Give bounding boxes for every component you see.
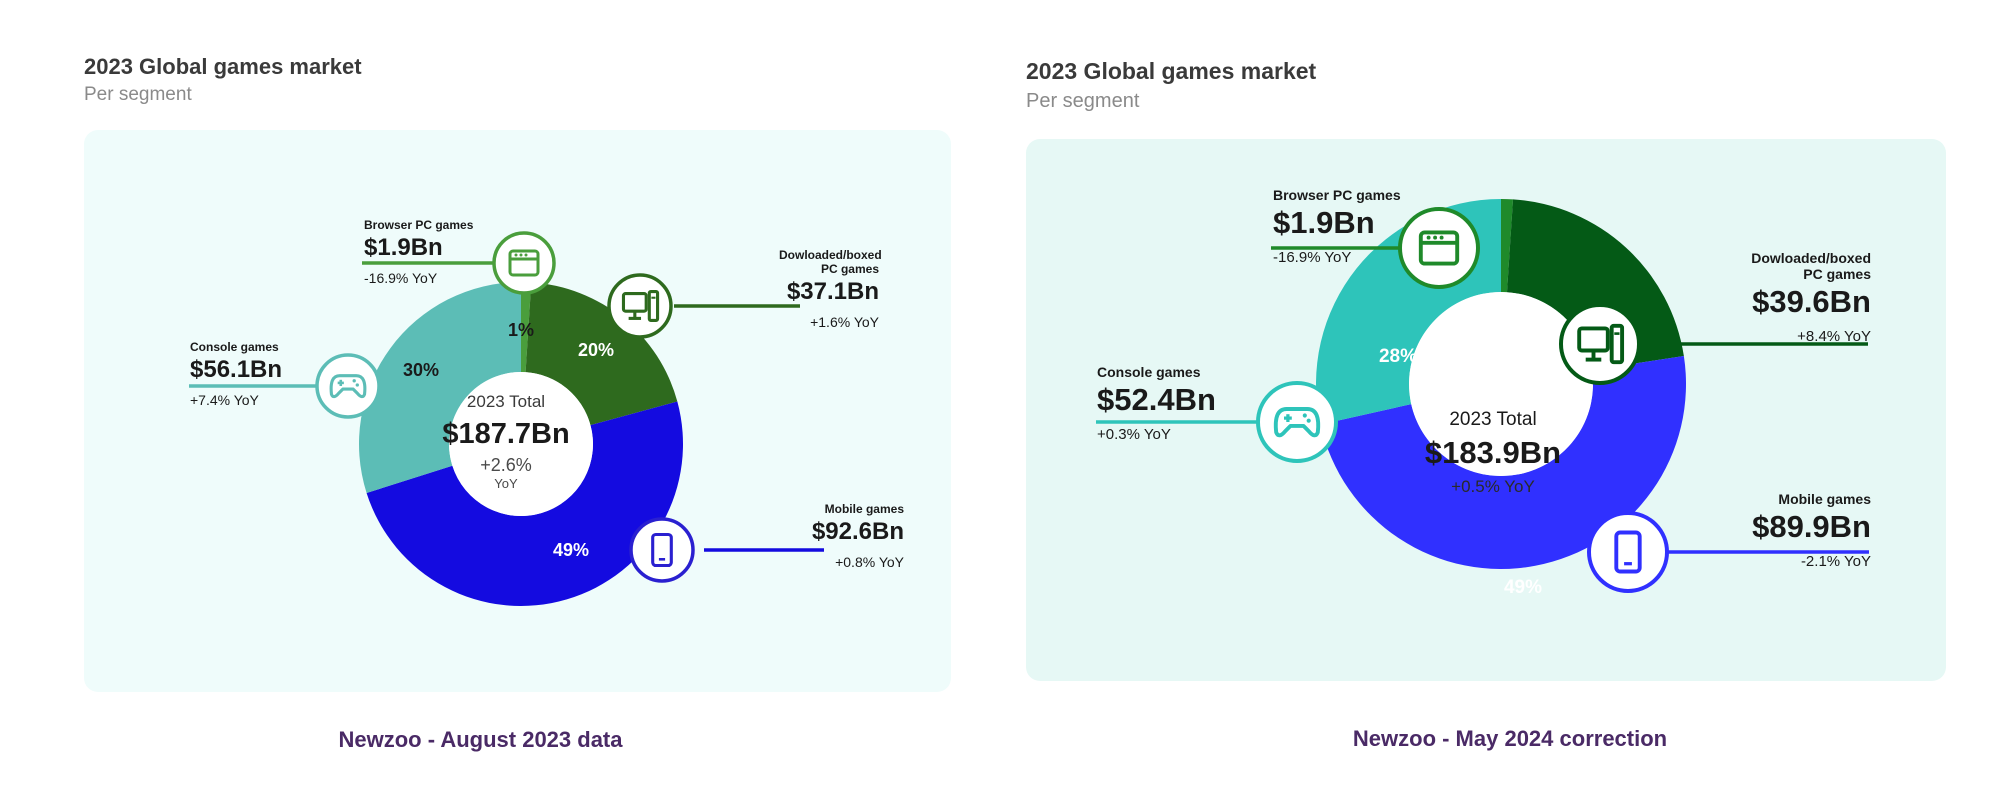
segment-yoy: +0.8% YoY <box>835 554 904 570</box>
pct-label-downloaded: 20% <box>578 340 614 360</box>
segment-value: $52.4Bn <box>1097 382 1216 417</box>
total-yoy: +0.5% YoY <box>1451 477 1535 496</box>
mobile-label: Mobile games $92.6Bn +0.8% YoY <box>724 502 904 570</box>
panel-august-2023: 2023 Global games market Per segment 1% 2… <box>84 54 951 752</box>
console-label: Console games $52.4Bn +0.3% YoY <box>1097 364 1216 443</box>
total-value: $187.7Bn <box>442 418 570 450</box>
donut-center: 2023 Total $183.9Bn +0.5% YoY <box>1408 409 1578 497</box>
segment-yoy: +7.4% YoY <box>190 392 259 408</box>
segment-yoy: +8.4% YoY <box>1797 328 1871 345</box>
browser-label: Browser PC games $1.9Bn -16.9% YoY <box>364 218 473 286</box>
pct-label-console: 28% <box>1379 346 1417 367</box>
slice-mobile <box>1320 355 1686 569</box>
segment-value: $56.1Bn <box>190 356 283 383</box>
panel-may-2024: 2023 Global games market Per segment 1% 2… <box>1000 0 2000 800</box>
segment-yoy: -16.9% YoY <box>364 270 438 286</box>
pct-label-browser: 1% <box>1487 304 1515 325</box>
segment-value: $1.9Bn <box>1273 205 1375 240</box>
segment-name: Dowloaded/boxed PC games <box>1751 250 1871 282</box>
panel-title: 2023 Global games market <box>1026 58 1317 84</box>
segment-value: $89.9Bn <box>1752 509 1871 544</box>
console-icon <box>315 353 381 419</box>
slice-browser <box>521 282 532 373</box>
mobile-icon <box>1587 511 1669 593</box>
segment-value: $92.6Bn <box>811 518 904 545</box>
donut-hole <box>449 372 593 516</box>
pct-label-mobile: 49% <box>553 540 589 560</box>
browser-icon <box>492 231 556 295</box>
slice-mobile <box>366 401 683 606</box>
mobile-label: Mobile games $89.9Bn -2.1% YoY <box>1691 491 1871 570</box>
chart-card: 1%22%49%28% Browser PC games $1.9Bn -16.… <box>1026 139 1946 681</box>
segment-name: Browser PC games <box>1273 187 1401 203</box>
donut-chart: 1%22%49%28% <box>1096 199 1869 598</box>
total-title: 2023 Total <box>466 392 546 411</box>
mobile-icon <box>629 517 695 583</box>
downloaded-label: Dowloaded/boxed PC games $37.1Bn +1.6% Y… <box>684 248 882 330</box>
downloaded-icon <box>1559 303 1641 385</box>
pct-label-browser: 1% <box>508 320 534 340</box>
total-yoy-unit: YoY <box>494 476 518 491</box>
slice-browser <box>1501 199 1514 293</box>
panel-subtitle: Per segment <box>1026 90 1140 112</box>
browser-icon <box>1398 207 1480 289</box>
segment-yoy: +1.6% YoY <box>810 314 879 330</box>
segment-value: $1.9Bn <box>364 234 443 261</box>
console-icon <box>1256 381 1338 463</box>
segment-name: Dowloaded/boxed PC games <box>779 248 882 276</box>
segment-yoy: -2.1% YoY <box>1800 553 1871 570</box>
segment-name: Console games <box>190 340 279 354</box>
downloaded-icon <box>607 273 673 339</box>
source-caption: Newzoo - May 2024 correction <box>1352 726 1668 751</box>
donut-hole <box>1409 292 1593 476</box>
segment-name: Mobile games <box>1778 491 1871 507</box>
segment-value: $39.6Bn <box>1752 284 1871 319</box>
total-title: 2023 Total <box>1449 409 1537 430</box>
pct-label-console: 30% <box>403 360 439 380</box>
slice-downloaded <box>1506 199 1684 371</box>
donut-center: 2023 Total $187.7Bn +2.6% YoY <box>436 392 576 491</box>
source-caption: Newzoo - August 2023 data <box>338 727 623 752</box>
chart-card: 1% 20% 49% 30% Browser PC games $1.9Bn -16.… <box>84 130 951 692</box>
downloaded-label: Dowloaded/boxed PC games $39.6Bn +8.4% Y… <box>1666 250 1871 345</box>
total-value: $183.9Bn <box>1424 435 1562 470</box>
pct-label-mobile: 49% <box>1504 577 1542 598</box>
segment-name: Browser PC games <box>364 218 474 232</box>
slice-console <box>358 282 521 493</box>
segment-name: Mobile games <box>824 502 904 516</box>
panel-subtitle: Per segment <box>84 84 192 105</box>
browser-label: Browser PC games $1.9Bn -16.9% YoY <box>1273 187 1401 266</box>
segment-name: Console games <box>1097 364 1201 380</box>
total-yoy: +2.6% <box>480 455 532 475</box>
panel-title: 2023 Global games market <box>84 54 362 79</box>
donut-chart: 1% 20% 49% 30% <box>189 231 824 606</box>
console-label: Console games $56.1Bn +7.4% YoY <box>190 340 282 408</box>
segment-value: $37.1Bn <box>786 278 879 305</box>
slice-downloaded <box>525 282 678 426</box>
segment-yoy: -16.9% YoY <box>1273 249 1352 266</box>
segment-yoy: +0.3% YoY <box>1097 426 1171 443</box>
